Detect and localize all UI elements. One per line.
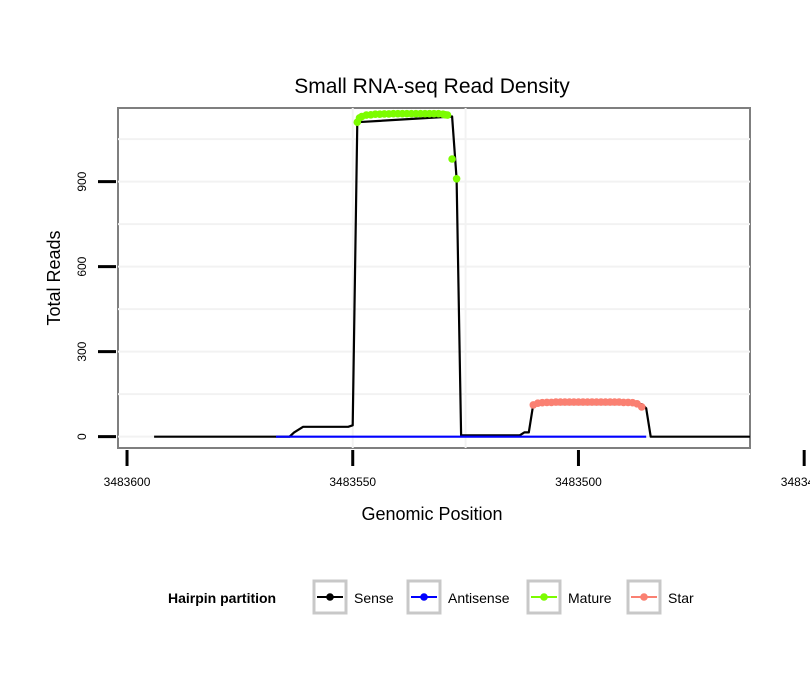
legend-key-star [626, 579, 662, 615]
y-tick-label: 300 [75, 341, 89, 361]
x-tick-label: 3483550 [329, 475, 376, 489]
series-mature [353, 109, 461, 183]
x-axis: 3483600 3483550 3483500 3483450 [104, 450, 810, 489]
legend-label-star: Star [668, 590, 694, 606]
series-star [529, 398, 646, 411]
chart-title: Small RNA-seq Read Density [294, 75, 570, 98]
mature-point [448, 155, 456, 163]
legend-title: Hairpin partition [168, 590, 276, 606]
mature-point [443, 111, 452, 119]
star-point [637, 403, 646, 411]
legend-key-antisense [406, 579, 442, 615]
y-axis-title: Total Reads [44, 230, 64, 325]
y-tick-label: 900 [75, 171, 89, 191]
y-tick-label: 0 [75, 433, 89, 440]
series-layer [154, 109, 750, 438]
x-axis-title: Genomic Position [361, 504, 502, 524]
plot-panel [117, 107, 751, 449]
legend-label-antisense: Antisense [448, 590, 510, 606]
y-axis: 0 300 600 900 [75, 171, 116, 440]
mature-point [452, 175, 461, 183]
legend: Hairpin partition Sense Antisense Mature St… [168, 579, 694, 615]
legend-key-mature [526, 579, 562, 615]
x-tick-label: 3483600 [104, 475, 151, 489]
legend-label-sense: Sense [354, 590, 394, 606]
x-tick-label: 3483500 [555, 475, 602, 489]
legend-label-mature: Mature [568, 590, 612, 606]
legend-key-sense [312, 579, 348, 615]
x-tick-label: 3483450 [781, 475, 810, 489]
y-tick-label: 600 [75, 256, 89, 276]
